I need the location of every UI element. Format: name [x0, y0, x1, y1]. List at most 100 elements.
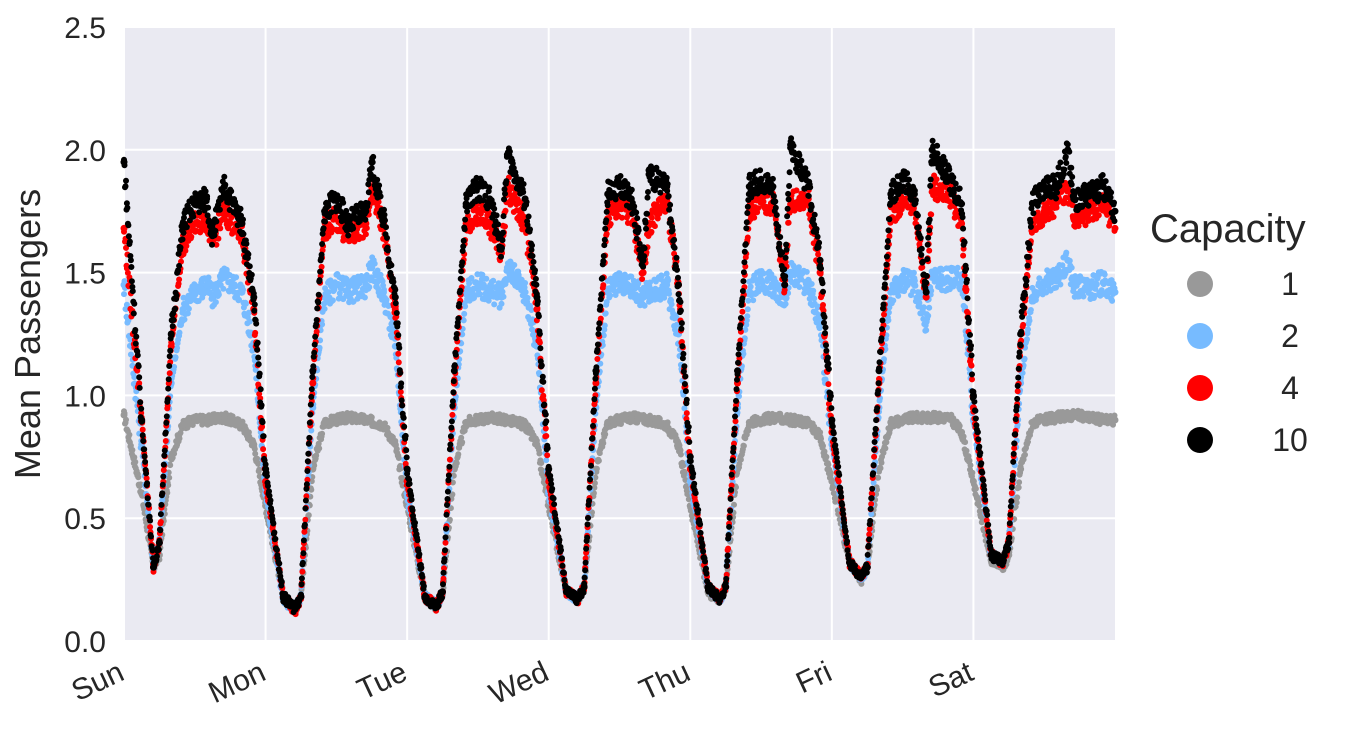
y-tick-labels: 0.0 0.5 1.0 1.5 2.0 2.5: [64, 12, 106, 659]
data-point: [562, 588, 570, 596]
data-point: [816, 256, 824, 264]
data-point: [1099, 278, 1107, 286]
data-point: [645, 288, 653, 296]
data-point: [433, 603, 441, 611]
data-point: [828, 416, 836, 424]
data-point: [946, 175, 954, 183]
data-point: [368, 264, 376, 272]
data-point: [362, 416, 370, 424]
series-10: [120, 135, 1119, 616]
data-point: [209, 232, 216, 240]
plot-background: [124, 27, 1115, 641]
data-point: [498, 244, 505, 252]
data-point: [403, 465, 411, 473]
data-point: [946, 414, 954, 421]
data-point: [1099, 183, 1107, 191]
data-point: [928, 414, 936, 421]
data-point: [309, 367, 317, 375]
data-point: [1017, 465, 1025, 473]
data-point: [1028, 293, 1036, 301]
data-point: [167, 330, 175, 338]
data-point: [238, 421, 246, 429]
data-point: [1111, 207, 1119, 215]
data-point: [922, 318, 930, 326]
data-point: [362, 281, 370, 289]
data-point: [899, 175, 907, 183]
data-point: [899, 416, 907, 424]
data-point: [498, 293, 505, 301]
data-point: [704, 583, 712, 591]
data-point: [1070, 411, 1078, 419]
legend-label-1: 1: [1281, 266, 1299, 302]
data-point: [191, 220, 199, 227]
data-point: [220, 183, 228, 191]
data-point: [380, 288, 387, 296]
data-point: [486, 286, 494, 294]
data-point: [462, 288, 470, 296]
data-point: [521, 421, 529, 429]
data-point: [769, 414, 777, 421]
data-point: [1052, 276, 1060, 284]
data-point: [1052, 414, 1060, 421]
data-point: [503, 416, 511, 424]
data-point: [250, 293, 258, 301]
data-point: [362, 207, 370, 215]
y-tick-label: 2.0: [64, 135, 106, 168]
data-point: [604, 418, 612, 426]
data-point: [627, 195, 635, 203]
data-point: [1111, 288, 1119, 296]
data-point: [987, 551, 995, 559]
data-point: [645, 416, 653, 424]
data-point: [781, 281, 789, 289]
legend-marker-1: [1187, 271, 1213, 297]
data-point: [120, 224, 128, 232]
data-point: [321, 418, 329, 426]
data-point: [533, 441, 541, 448]
data-point: [521, 195, 529, 203]
data-point: [391, 293, 399, 301]
data-point: [291, 605, 299, 613]
data-point: [203, 281, 211, 289]
data-point: [474, 416, 482, 424]
data-point: [521, 288, 529, 296]
data-point: [639, 293, 647, 301]
data-point: [1040, 183, 1048, 191]
data-point: [209, 293, 216, 301]
data-point: [846, 558, 854, 566]
data-point: [150, 563, 157, 571]
data-point: [1087, 283, 1095, 291]
data-point: [332, 195, 340, 203]
data-point: [1070, 215, 1078, 223]
data-point: [1052, 183, 1060, 191]
x-tick-label: Sun: [67, 655, 129, 707]
data-point: [421, 593, 429, 601]
data-point: [1070, 281, 1078, 289]
data-point: [757, 195, 765, 203]
data-point: [604, 190, 612, 198]
data-point: [321, 207, 329, 215]
data-point: [745, 183, 753, 191]
data-point: [899, 195, 907, 203]
data-point: [910, 190, 918, 198]
data-point: [155, 539, 163, 547]
data-point: [1087, 190, 1095, 198]
y-tick-label: 0.5: [64, 503, 106, 536]
data-point: [616, 416, 623, 424]
data-point: [503, 151, 511, 159]
y-axis-label: Mean Passengers: [7, 189, 48, 479]
data-point: [486, 220, 494, 227]
data-point: [309, 379, 317, 387]
data-point: [1064, 256, 1072, 264]
x-tick-label: Sat: [924, 655, 979, 704]
x-tick-labels: Sun Mon Tue Wed Thu Fri Sat: [67, 655, 979, 711]
data-point: [999, 558, 1007, 566]
data-point: [910, 414, 918, 421]
data-point: [745, 288, 753, 296]
data-point: [191, 200, 199, 208]
data-point: [1064, 146, 1072, 154]
y-tick-label: 1.0: [64, 380, 106, 413]
data-point: [1099, 416, 1107, 424]
data-point: [757, 276, 765, 284]
data-point: [368, 158, 376, 166]
